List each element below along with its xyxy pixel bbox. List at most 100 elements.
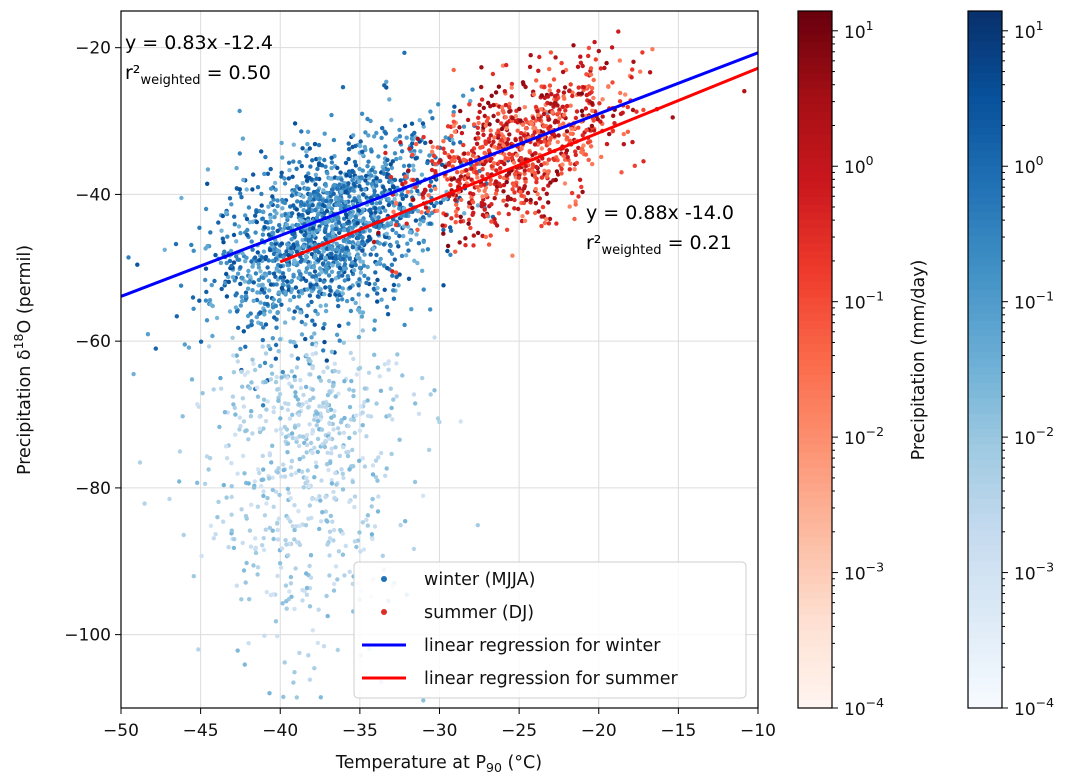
- scatter-point-winter: [191, 306, 196, 311]
- scatter-point-winter: [312, 666, 317, 671]
- scatter-point-winter: [409, 121, 415, 126]
- scatter-point-winter: [289, 353, 294, 358]
- colorbar-segment: [798, 127, 832, 136]
- scatter-point-winter: [337, 284, 342, 290]
- scatter-point-summer: [553, 55, 558, 60]
- scatter-point-winter: [310, 158, 315, 163]
- scatter-point-winter: [312, 331, 317, 336]
- scatter-point-summer: [406, 168, 411, 173]
- colorbar-segment: [968, 258, 1002, 268]
- scatter-point-summer: [548, 50, 554, 55]
- scatter-point-winter: [335, 289, 340, 294]
- scatter-point-winter: [329, 451, 334, 456]
- scatter-point-winter: [245, 286, 251, 291]
- scatter-point-summer: [539, 223, 544, 229]
- scatter-point-winter: [304, 475, 309, 481]
- colorbar-segment: [968, 684, 1002, 694]
- scatter-point-winter: [360, 248, 365, 253]
- colorbar-segment: [968, 103, 1002, 113]
- colorbar-segment: [968, 615, 1002, 624]
- scatter-point-winter: [321, 261, 326, 266]
- colorbar-segment: [798, 498, 832, 508]
- scatter-point-summer: [484, 192, 489, 198]
- scatter-point-winter: [314, 282, 319, 287]
- scatter-point-summer: [547, 66, 552, 72]
- scatter-point-winter: [376, 215, 381, 220]
- scatter-point-winter: [278, 427, 283, 432]
- scatter-point-winter: [230, 394, 236, 399]
- scatter-point-winter: [334, 241, 339, 246]
- scatter-point-winter: [252, 255, 258, 260]
- scatter-point-winter: [411, 546, 417, 552]
- scatter-point-winter: [262, 308, 267, 314]
- colorbar-segment: [968, 212, 1002, 221]
- scatter-point-winter: [231, 402, 236, 407]
- colorbar-segment: [798, 328, 832, 338]
- scatter-point-winter: [400, 196, 405, 201]
- scatter-point-winter: [264, 294, 270, 299]
- summer-r-squared: r²weighted = 0.21: [586, 232, 732, 258]
- scatter-point-summer: [546, 117, 552, 122]
- scatter-point-winter: [239, 294, 244, 300]
- scatter-point-winter: [309, 449, 314, 455]
- scatter-point-summer: [535, 109, 540, 114]
- scatter-point-winter: [385, 312, 391, 317]
- scatter-point-winter: [248, 274, 253, 279]
- scatter-point-winter: [420, 248, 425, 253]
- scatter-point-summer: [410, 152, 415, 158]
- scatter-point-summer: [459, 130, 465, 136]
- scatter-point-summer: [512, 206, 517, 211]
- scatter-point-winter: [375, 299, 380, 304]
- scatter-point-summer: [572, 167, 577, 172]
- scatter-point-summer: [464, 168, 469, 173]
- scatter-point-summer: [544, 174, 549, 179]
- scatter-point-winter: [346, 141, 351, 146]
- scatter-point-winter: [341, 430, 347, 435]
- scatter-point-winter: [315, 449, 320, 455]
- scatter-point-summer: [435, 208, 440, 213]
- scatter-point-winter: [378, 388, 384, 393]
- scatter-point-summer: [583, 106, 589, 111]
- scatter-point-summer: [530, 162, 535, 167]
- scatter-point-winter: [296, 275, 301, 281]
- scatter-point-winter: [282, 181, 288, 186]
- scatter-point-summer: [561, 121, 566, 126]
- legend-winter-label: winter (MJJA): [424, 570, 535, 590]
- scatter-point-summer: [555, 158, 560, 163]
- scatter-point-summer: [567, 167, 572, 172]
- scatter-point-winter: [286, 267, 292, 272]
- scatter-point-summer: [486, 136, 492, 141]
- scatter-point-winter: [372, 327, 377, 332]
- scatter-point-summer: [470, 212, 475, 217]
- scatter-point-winter: [402, 322, 407, 328]
- scatter-point-winter: [299, 332, 305, 337]
- scatter-point-winter: [282, 401, 288, 406]
- scatter-point-summer: [415, 136, 420, 141]
- colorbar-tick-label: 100: [1014, 153, 1044, 178]
- scatter-point-winter: [291, 159, 296, 164]
- scatter-point-summer: [502, 152, 507, 157]
- colorbar-segment: [798, 359, 832, 369]
- colorbar-segment: [968, 382, 1002, 392]
- scatter-point-summer: [479, 97, 485, 102]
- scatter-point-winter: [406, 248, 411, 253]
- scatter-point-summer: [443, 164, 448, 169]
- scatter-point-summer: [618, 90, 623, 96]
- scatter-point-winter: [256, 277, 262, 283]
- scatter-point-winter: [210, 333, 215, 339]
- scatter-point-winter: [412, 479, 418, 485]
- scatter-point-winter: [270, 487, 275, 493]
- scatter-point-winter: [335, 214, 341, 219]
- scatter-point-winter: [315, 188, 321, 193]
- scatter-point-winter: [323, 255, 328, 260]
- scatter-point-winter: [241, 419, 247, 424]
- scatter-point-winter: [428, 307, 433, 312]
- scatter-point-summer: [519, 146, 524, 151]
- scatter-point-summer: [535, 191, 540, 197]
- scatter-point-summer: [501, 189, 506, 194]
- scatter-point-summer: [580, 189, 585, 195]
- scatter-point-winter: [229, 528, 234, 533]
- scatter-point-winter: [190, 295, 196, 300]
- colorbar-segment: [798, 646, 832, 655]
